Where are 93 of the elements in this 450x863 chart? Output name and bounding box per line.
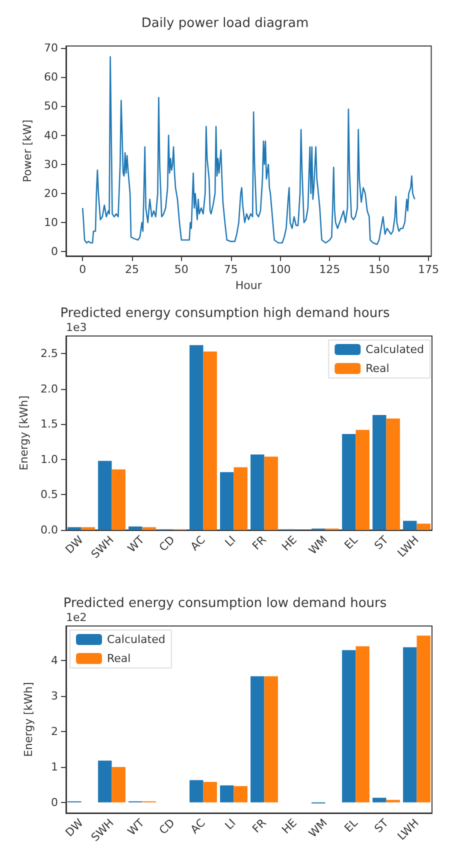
- x-axis-title: Hour: [235, 278, 262, 292]
- x-tick-label: 50: [174, 263, 188, 276]
- x-tick-label: 75: [224, 263, 238, 276]
- x-tick-label: DW: [62, 533, 86, 556]
- x-tick-label: AC: [188, 533, 208, 554]
- x-tick-label: EL: [342, 816, 361, 835]
- y-axis-title: Energy [kWh]: [18, 396, 31, 470]
- bar: [112, 469, 126, 530]
- bar: [342, 650, 356, 802]
- bar: [264, 676, 278, 802]
- x-tick-label: 125: [319, 263, 340, 276]
- y-tick-label: 30: [44, 158, 58, 171]
- x-tick-label: HE: [279, 533, 300, 554]
- bar: [203, 352, 217, 530]
- bar: [416, 636, 430, 802]
- bar: [112, 766, 126, 802]
- y-tick-label: 60: [44, 70, 58, 84]
- y-tick-label: 10: [44, 216, 58, 230]
- x-tick-label: DW: [62, 816, 86, 840]
- x-tick-label: ST: [372, 816, 392, 836]
- x-tick-label: 0: [79, 263, 86, 276]
- bar: [190, 345, 204, 530]
- y-axis-title: Power [kW]: [21, 120, 34, 182]
- bar: [98, 460, 112, 530]
- x-tick-label: 25: [125, 263, 140, 276]
- bar: [203, 782, 217, 802]
- bar: [81, 527, 95, 530]
- bar: [416, 524, 430, 530]
- x-tick-label: HE: [279, 816, 300, 836]
- bar: [250, 454, 264, 530]
- bar: [98, 760, 112, 802]
- y-tick-label: 40: [44, 128, 58, 142]
- bar: [220, 472, 234, 530]
- legend-label: Calculated: [366, 343, 424, 356]
- text: 1e3: [66, 321, 87, 334]
- bar: [128, 526, 142, 530]
- y-tick-label: 2: [51, 725, 58, 738]
- y-tick-label: 2.5: [40, 347, 58, 360]
- x-tick-label: FR: [250, 533, 270, 552]
- bar: [386, 800, 400, 802]
- bar: [372, 415, 386, 530]
- x-tick-label: WT: [125, 816, 148, 838]
- bar: [342, 434, 356, 530]
- y-tick-label: 2.0: [40, 382, 58, 396]
- bar: [372, 798, 386, 802]
- x-tick-label: LI: [222, 816, 238, 832]
- y-tick-label: 50: [44, 100, 58, 113]
- bar: [403, 647, 417, 802]
- line-series: [82, 56, 416, 246]
- chart-title: Daily power load diagram: [141, 16, 309, 31]
- chart-title: Predicted energy consumption high demand hours: [60, 306, 390, 321]
- x-tick-label: LI: [222, 533, 238, 550]
- bar: [403, 520, 417, 530]
- legend-label: Real: [107, 652, 131, 665]
- x-tick-label: 175: [418, 263, 439, 276]
- y-tick-label: 4: [51, 654, 58, 668]
- legend-label: Calculated: [107, 633, 166, 646]
- bar: [356, 430, 370, 530]
- y-tick-label: 1: [51, 760, 58, 774]
- bar: [190, 780, 204, 802]
- bar: [68, 527, 82, 530]
- x-tick-label: ST: [372, 533, 392, 552]
- bar: [234, 467, 248, 530]
- legend-label: Real: [366, 362, 390, 375]
- y-tick-label: 0: [51, 245, 58, 258]
- x-tick-label: 100: [270, 263, 291, 276]
- y-tick-label: 1.5: [40, 418, 58, 431]
- y-tick-label: 0.5: [40, 488, 58, 502]
- bar: [264, 456, 278, 530]
- x-tick-label: WT: [125, 533, 148, 556]
- y-tick-label: 0.0: [40, 524, 58, 536]
- bar: [234, 786, 248, 802]
- y-tick-label: 3: [51, 690, 58, 703]
- bar: [250, 676, 264, 802]
- bar: [142, 527, 156, 530]
- y-tick-label: 20: [44, 186, 58, 200]
- x-tick-label: CD: [156, 816, 178, 838]
- y-tick-label: 70: [44, 42, 58, 55]
- x-tick-label: AC: [188, 816, 208, 836]
- x-tick-label: EL: [342, 532, 361, 552]
- text: 1e2: [66, 611, 87, 624]
- y-axis-title: Energy [kWh]: [22, 682, 35, 757]
- x-tick-label: WM: [306, 816, 330, 840]
- x-tick-label: 150: [368, 263, 390, 276]
- chart-title: Predicted energy consumption low demand hours: [63, 596, 387, 611]
- bar: [356, 646, 370, 802]
- y-tick-label: 1.0: [40, 452, 58, 466]
- bar: [220, 785, 234, 802]
- x-tick-label: WM: [306, 533, 330, 557]
- bar: [386, 418, 400, 530]
- x-tick-label: CD: [156, 533, 178, 554]
- x-tick-label: FR: [250, 816, 270, 836]
- y-tick-label: 0: [51, 796, 58, 809]
